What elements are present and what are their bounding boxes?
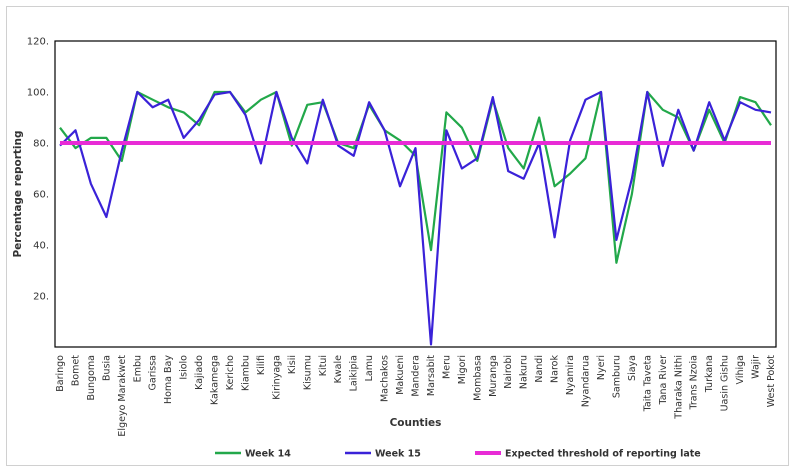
x-tick-label: Trans Nzoia [689,355,700,411]
x-axis-title: Counties [390,417,442,429]
x-tick-label: Embu [132,355,143,382]
x-tick-label: Kitui [318,355,329,376]
x-tick-label: Bomet [70,355,81,386]
x-tick-label: Turkana [704,355,715,393]
x-tick-label: Nandi [534,355,545,383]
x-tick-label: Migori [457,355,468,384]
x-tick-label: Meru [441,355,452,379]
y-tick-label: 120. [27,37,49,48]
x-tick-label: Samburu [611,355,622,398]
x-tick-label: Kirinyaga [271,355,282,400]
x-tick-label: Kwale [333,355,344,383]
x-tick-label: Kisumu [302,355,313,390]
series-line-2 [59,90,772,346]
x-tick-label: Kakamega [210,355,221,405]
x-tick-label: Mombasa [472,355,483,401]
y-tick-label: 80. [33,139,49,150]
x-tick-label: Kericho [225,355,236,390]
x-tick-label: West Pokot [766,355,777,408]
y-axis-title: Percentage reporting [12,130,24,257]
plot-area [54,40,777,348]
x-tick-label: Kiambu [240,355,251,391]
series-lines [59,90,772,346]
y-tick-label: 60. [33,190,49,201]
x-tick-label: Marsabit [426,355,437,396]
line-chart: 20. 40. 60. 80. 100. 120. Baringo Bomet Bungoma… [12,37,777,460]
x-tick-label: Isiolo [179,355,190,380]
x-tick-label: Kilifi [256,355,267,375]
legend: Week 14 Week 15 Expected threshold of repo… [215,449,701,460]
x-tick-label: Nairobi [503,355,514,389]
legend-label: Expected threshold of reporting late [505,449,701,460]
x-tick-label: Busia [101,355,112,381]
x-tick-label: Nyamira [565,355,576,395]
x-tick-label: Makueni [395,355,406,395]
x-tick-label: Kisii [287,355,298,374]
x-tick-label: Uasin Gishu [720,355,731,411]
x-tick-label: Tana River [658,355,669,406]
y-tick-label: 40. [33,241,49,252]
x-tick-label: Garissa [148,355,159,390]
legend-label: Week 15 [375,449,421,460]
y-axis-ticks: 20. 40. 60. 80. 100. 120. [27,37,49,303]
x-tick-label: Tharaka Nithi [673,355,684,420]
y-tick-label: 20. [33,292,49,303]
x-tick-label: Taita Taveta [642,355,653,412]
x-tick-label: Wajir [751,355,762,379]
x-tick-label: Muranga [488,355,499,397]
x-tick-label: Homa Bay [163,355,174,404]
x-tick-label: Nyandarua [581,355,592,407]
x-tick-label: Elgeyo Marakwet [117,355,128,437]
x-axis-ticks: Baringo Bomet Bungoma Busia Elgeyo Marakwet E… [55,355,777,437]
legend-label: Week 14 [245,449,291,460]
x-tick-label: Narok [550,355,561,383]
x-tick-label: Nyeri [596,355,607,380]
x-tick-label: Laikipia [349,355,360,391]
x-tick-label: Machakos [380,355,391,402]
x-tick-label: Bungoma [86,355,97,400]
x-tick-label: Kajiado [194,355,205,390]
x-tick-label: Baringo [55,355,66,392]
series-line-1 [59,90,772,264]
x-tick-label: Mandera [411,355,422,397]
x-tick-label: Siaya [627,355,638,381]
x-tick-label: Nakuru [519,355,530,389]
chart-frame: 20. 40. 60. 80. 100. 120. Baringo Bomet Bungoma… [6,6,789,466]
y-tick-label: 100. [27,88,49,99]
x-tick-label: Lamu [364,355,375,381]
x-tick-label: Vihiga [735,355,746,384]
